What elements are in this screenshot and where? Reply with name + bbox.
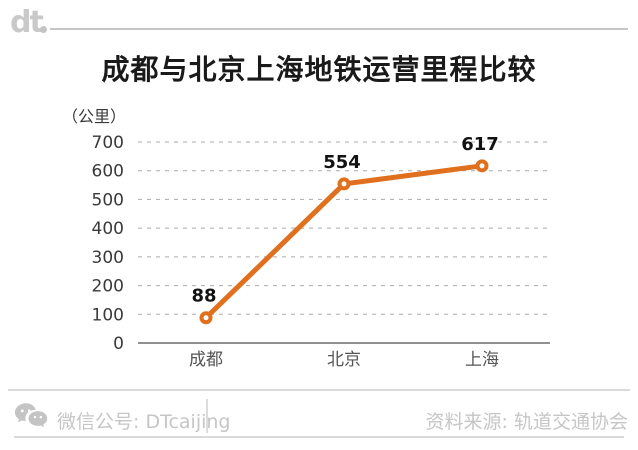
line-chart: 700 600 500 400 300 200 100 0 88 成都 554 北京 617 上海	[92, 133, 550, 370]
chart-title: 成都与北京上海地铁运营里程比较	[101, 53, 537, 86]
footer-rule-bottom	[14, 436, 624, 438]
data-point	[199, 311, 213, 325]
data-point	[475, 159, 489, 173]
y-axis-unit-label: （公里）	[62, 107, 127, 126]
data-source-label: 资料来源: 轨道交通协会	[425, 411, 628, 433]
wechat-icon	[14, 403, 48, 428]
x-tick-label: 北京	[327, 350, 361, 370]
dt-logo: dt	[10, 5, 44, 40]
header-rule	[50, 28, 628, 30]
y-tick-label: 700	[92, 133, 124, 153]
x-tick-label: 成都	[189, 350, 223, 370]
wechat-account-label: 微信公号: DTcaijing	[57, 411, 231, 433]
y-tick-label: 500	[92, 190, 124, 210]
y-tick-label: 400	[92, 219, 124, 239]
x-tick-label: 上海	[465, 350, 499, 370]
header-line-dot	[40, 26, 47, 33]
value-label: 88	[191, 286, 216, 307]
value-label: 617	[461, 134, 499, 155]
footer-divider	[206, 399, 208, 433]
y-tick-label: 200	[92, 277, 124, 297]
y-tick-label: 0	[113, 334, 124, 354]
y-tick-label: 100	[92, 305, 124, 325]
footer-rule-top	[8, 389, 630, 391]
value-label: 554	[323, 152, 361, 173]
y-tick-label: 300	[92, 248, 124, 268]
data-point	[337, 177, 351, 191]
y-tick-label: 600	[92, 162, 124, 182]
